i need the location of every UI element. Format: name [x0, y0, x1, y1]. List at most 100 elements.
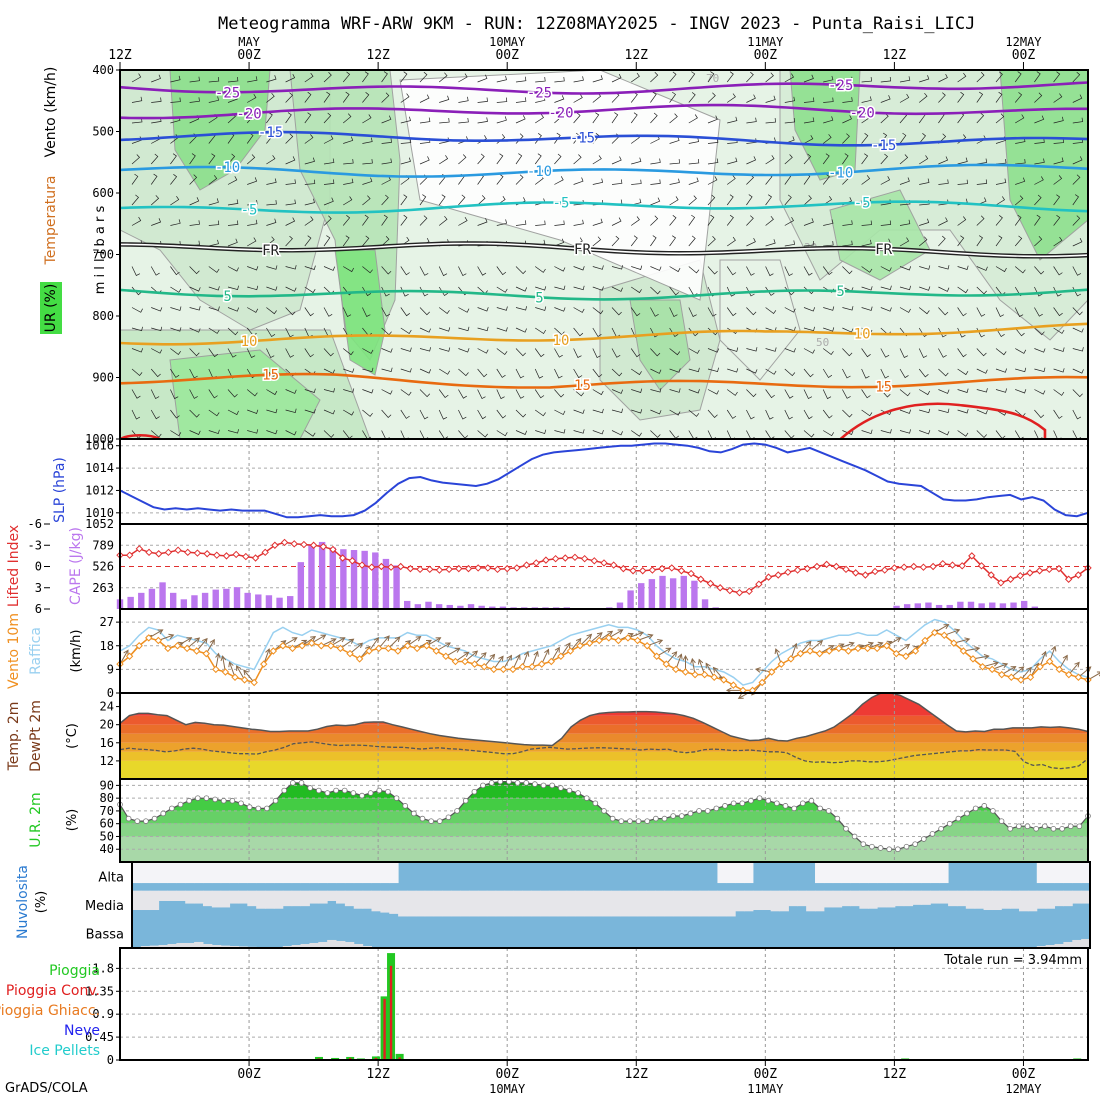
wind-barb — [995, 196, 1005, 206]
rh-marker — [998, 818, 1005, 824]
wind-barb — [323, 235, 331, 247]
cloud-high-clear — [238, 863, 248, 884]
li-marker — [164, 548, 173, 557]
wind-barb — [515, 153, 523, 165]
li-marker — [900, 563, 908, 571]
wind-barb — [842, 409, 853, 418]
isotherm-label: FR — [574, 242, 591, 258]
cape-bar — [180, 599, 188, 609]
wind-barb — [150, 389, 160, 399]
wind-barb — [746, 156, 757, 165]
wind-barb — [362, 92, 370, 103]
li-marker — [687, 569, 695, 578]
wind-barb — [477, 326, 489, 332]
wind-barb — [496, 174, 504, 185]
wind-barb — [227, 220, 239, 226]
cape-bar — [489, 606, 496, 609]
rh-marker — [471, 788, 478, 795]
cloud-high-clear — [877, 863, 887, 884]
wind-arrow-head — [586, 633, 593, 640]
wind-barb — [880, 285, 892, 291]
rh-marker — [212, 796, 218, 803]
wind-barb — [688, 307, 697, 317]
wind-barb — [822, 389, 832, 400]
cape-bar — [989, 602, 996, 609]
wind-barb — [919, 286, 931, 291]
cloud-layer-label: Media — [85, 899, 124, 914]
wind-marker — [212, 665, 220, 674]
wind-barb — [1053, 236, 1063, 247]
rh-marker — [566, 787, 573, 794]
li-marker — [125, 551, 134, 559]
wind-barb — [707, 194, 716, 206]
wind-barb — [631, 388, 643, 393]
wind-arrow-head — [596, 632, 603, 638]
wind-barb — [976, 286, 987, 295]
wind-marker — [863, 644, 872, 653]
wind-barb — [304, 235, 312, 247]
wind-marker — [499, 665, 508, 674]
wind-barb — [822, 153, 830, 165]
wind-barb — [995, 113, 1005, 124]
cloud-high-clear — [868, 863, 878, 884]
wind-barb — [285, 156, 296, 165]
wind-marker — [327, 642, 335, 650]
li-marker — [551, 555, 560, 563]
cloud-high-clear — [300, 863, 310, 884]
wind-barb — [592, 218, 603, 226]
wind-barb — [131, 194, 140, 206]
wind-barb — [438, 72, 448, 83]
cloud-high-clear — [1054, 863, 1064, 884]
li-marker — [793, 566, 802, 574]
li-marker — [493, 565, 502, 574]
wind-marker — [509, 665, 517, 674]
wind-barb — [247, 199, 258, 206]
wind-barb — [131, 96, 143, 103]
wind-barb — [534, 266, 546, 273]
wind-barb — [246, 348, 256, 358]
rh-marker — [428, 818, 434, 824]
precip-total-label: Totale run = 3.94mm — [943, 953, 1082, 968]
y-tick-label: 18 — [100, 639, 114, 653]
cloud-mid-clear — [1036, 890, 1047, 909]
wind-barb — [534, 133, 542, 144]
cloud-mid-clear — [788, 890, 798, 907]
wind-barb — [362, 389, 374, 394]
rh-marker — [272, 797, 279, 804]
li-marker — [513, 564, 521, 572]
cape-bars — [116, 541, 1039, 609]
conv-rain-bar — [389, 965, 393, 1060]
li-marker — [329, 545, 337, 554]
wind-barb — [669, 215, 677, 226]
cloud-mid-clear — [513, 890, 523, 917]
wind-barb — [842, 348, 853, 357]
wind-marker — [260, 660, 268, 668]
wind-barb — [976, 266, 988, 271]
wind-barb — [362, 177, 373, 185]
wind-barb — [803, 195, 812, 206]
li-marker — [1055, 564, 1063, 573]
wind-barb — [650, 307, 659, 317]
wind-barb — [592, 348, 601, 358]
wind-marker — [585, 639, 594, 647]
wind-barb — [650, 91, 657, 103]
wind-barb — [304, 409, 316, 414]
wind-arrow-head — [220, 655, 227, 662]
cape-bar — [435, 604, 443, 609]
rh-markers — [117, 778, 1091, 853]
wind-arrow-head — [647, 633, 654, 640]
cape-bar — [478, 605, 485, 609]
wind-barb — [208, 306, 220, 311]
wind-barb — [1014, 327, 1025, 337]
cloud-mid-clear — [983, 890, 993, 911]
wind-marker — [815, 649, 824, 658]
cloud-mid-clear — [664, 890, 674, 917]
wind-marker — [883, 642, 891, 650]
wind-barb — [150, 409, 160, 420]
wind-barb — [247, 219, 258, 226]
wind-barb — [208, 389, 218, 399]
wind-barb — [170, 219, 181, 226]
wind-barb — [765, 368, 777, 375]
rh-marker — [557, 785, 564, 791]
wind-barb — [803, 307, 816, 312]
